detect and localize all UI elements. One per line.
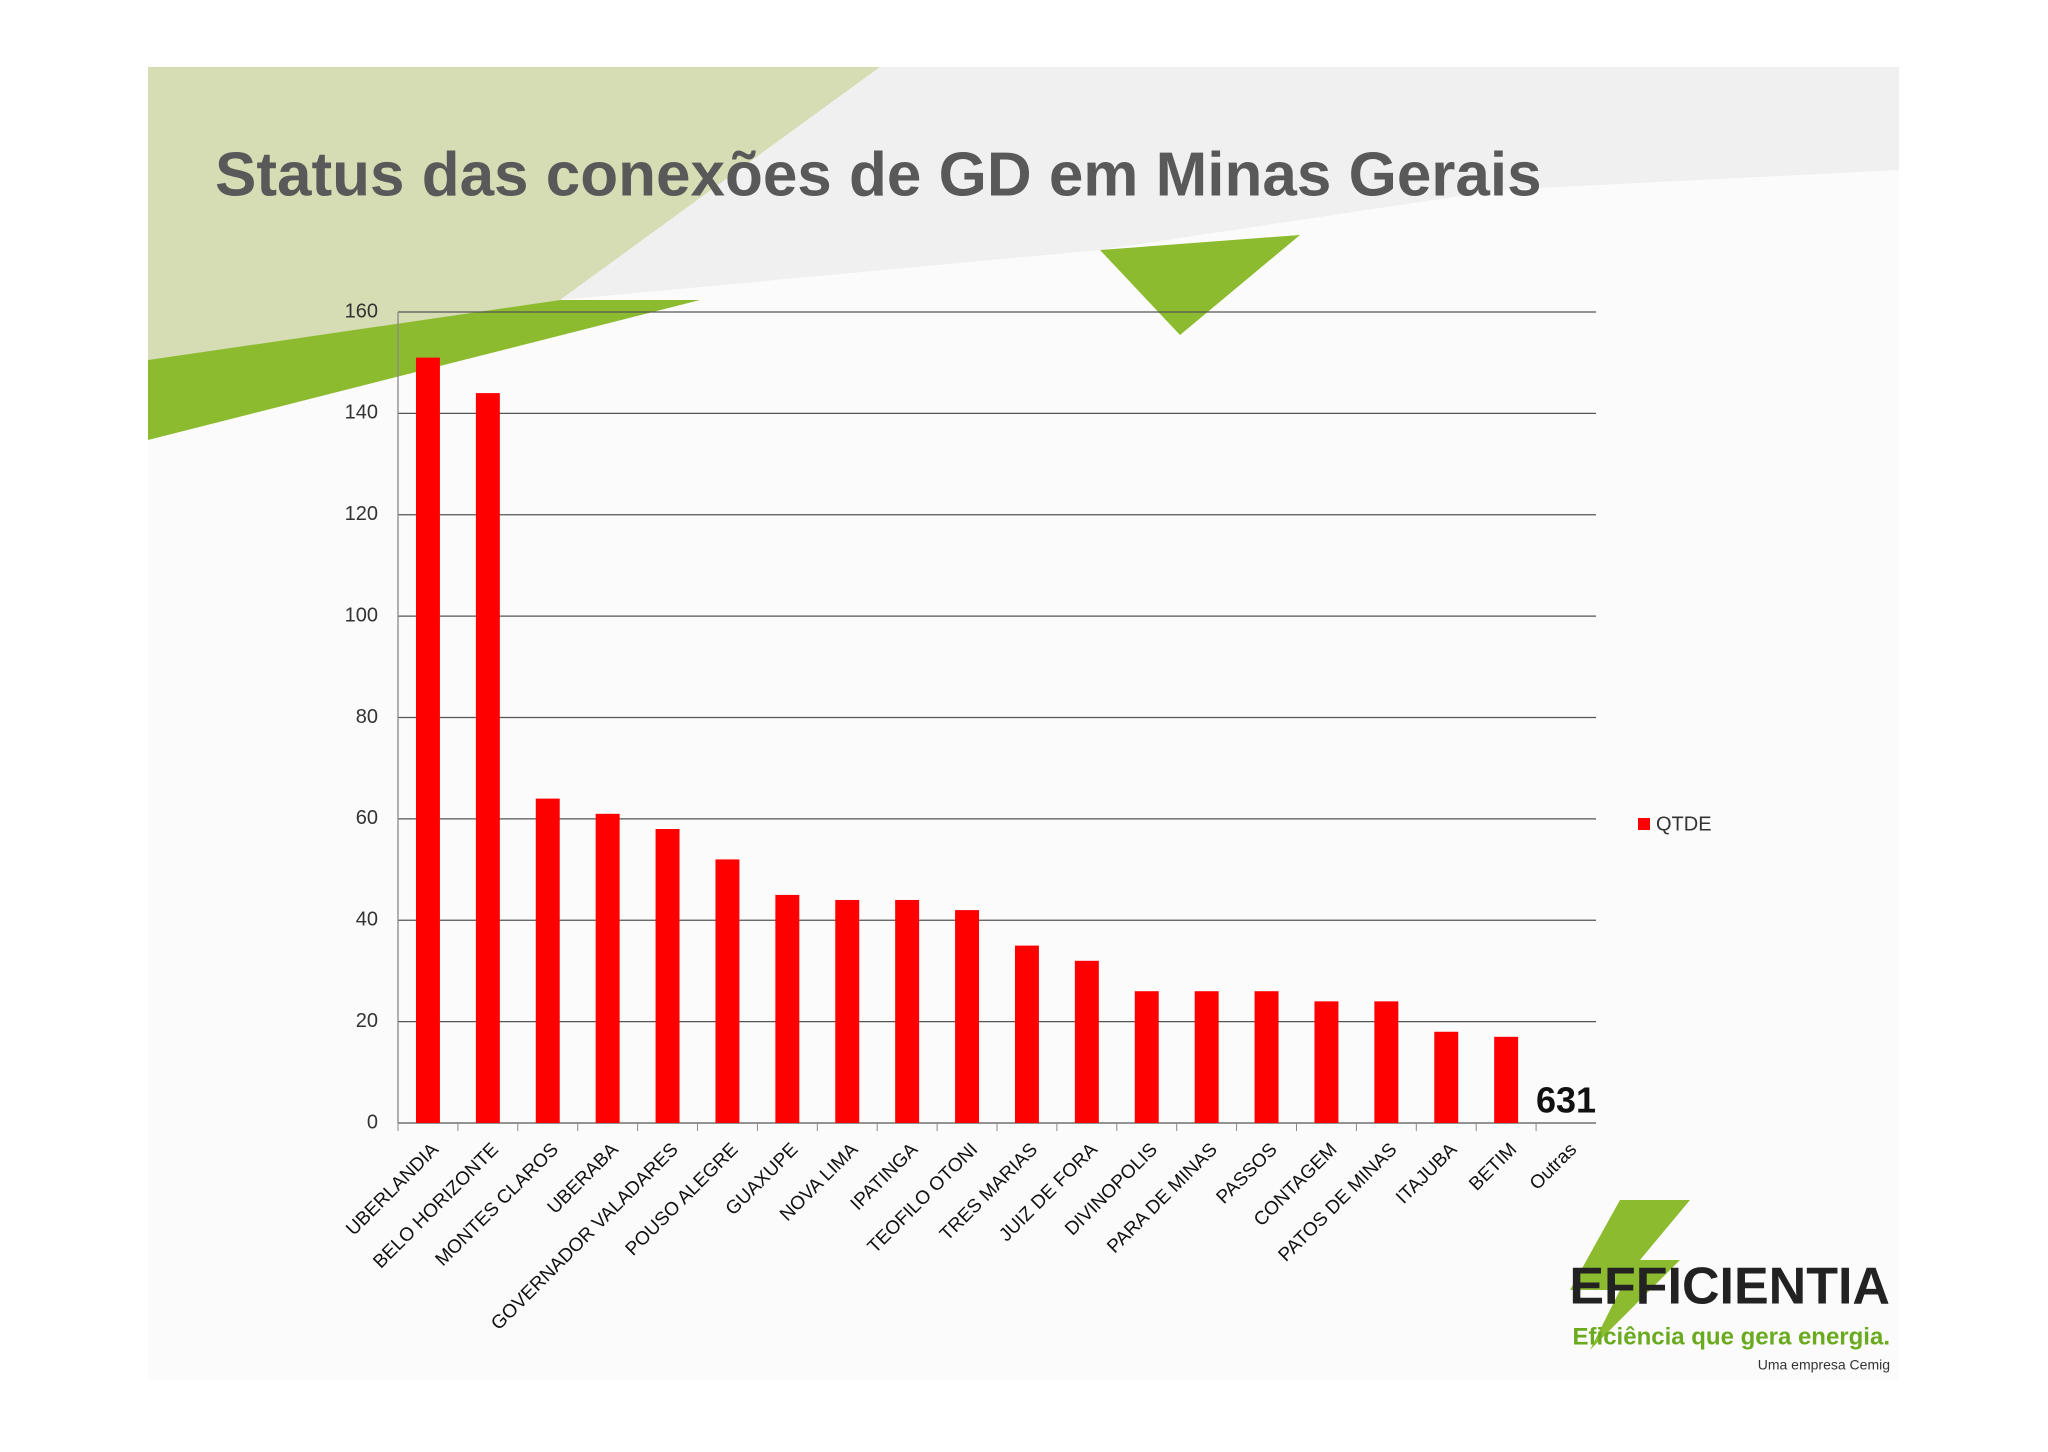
bar	[955, 910, 980, 1123]
bar	[1434, 1031, 1459, 1123]
bar	[1314, 1001, 1339, 1123]
bar	[415, 357, 440, 1123]
decor-green-2	[1100, 235, 1300, 335]
bar	[475, 393, 500, 1124]
logo-slogan: Eficiência que gera energia.	[1573, 1323, 1890, 1350]
bar	[1194, 991, 1219, 1123]
y-tick-label: 80	[356, 706, 378, 728]
y-tick-label: 160	[345, 300, 378, 322]
y-tick-label: 0	[367, 1111, 378, 1133]
bar	[1134, 991, 1159, 1123]
bar	[1374, 1001, 1399, 1123]
y-tick-label: 60	[356, 807, 378, 829]
y-tick-label: 100	[345, 604, 378, 626]
logo: EFFICIENTIA Eficiência que gera energia.…	[1569, 1200, 1890, 1373]
bar	[595, 813, 620, 1123]
bar	[535, 798, 560, 1123]
y-tick-label: 120	[345, 503, 378, 525]
annotation: 631	[1536, 1080, 1596, 1121]
bar	[1074, 960, 1099, 1123]
legend-label: QTDE	[1656, 813, 1712, 835]
bar	[655, 829, 680, 1123]
bar	[895, 899, 920, 1123]
logo-name: EFFICIENTIA	[1569, 1258, 1890, 1316]
decor-green-light	[148, 67, 880, 360]
legend-swatch	[1638, 818, 1650, 830]
bar	[775, 894, 800, 1123]
bar	[835, 899, 860, 1123]
bar	[1254, 991, 1279, 1123]
y-tick-label: 140	[345, 402, 378, 424]
y-tick-label: 40	[356, 909, 378, 931]
chart-title: Status das conexões de GD em Minas Gerai…	[215, 140, 1542, 209]
bar	[1494, 1036, 1519, 1123]
y-tick-label: 20	[356, 1010, 378, 1032]
bar	[715, 859, 740, 1123]
decor-grey	[560, 67, 1899, 300]
bar	[1014, 945, 1039, 1123]
logo-tagline: Uma empresa Cemig	[1758, 1357, 1890, 1373]
logo-bolt	[1570, 1200, 1690, 1350]
